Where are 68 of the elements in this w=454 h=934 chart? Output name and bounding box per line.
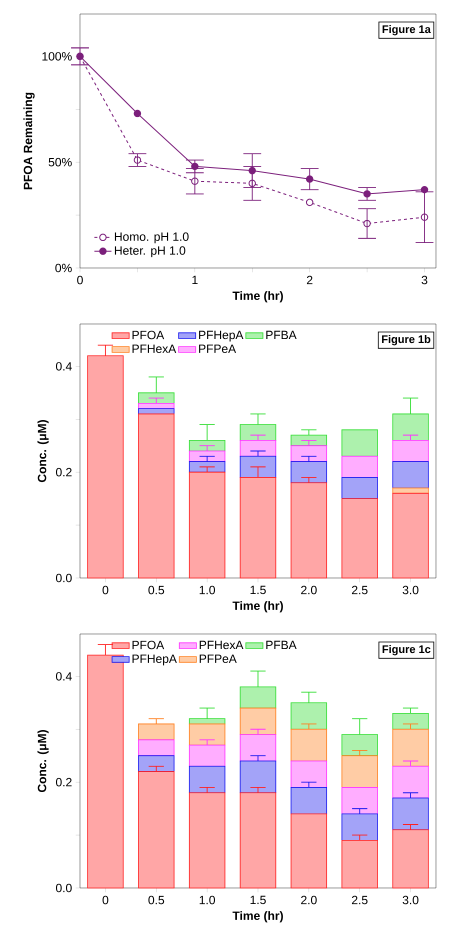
y-axis-title: PFOA Remaining bbox=[23, 92, 35, 190]
x-tick-label: 0.5 bbox=[148, 896, 164, 904]
x-tick-label: 2 bbox=[306, 276, 312, 284]
x-tick-label: 0 bbox=[102, 586, 108, 594]
x-tick-label: 1.0 bbox=[200, 896, 216, 904]
x-axis-title: Time (hr) bbox=[232, 911, 283, 922]
x-axis-title: Time (hr) bbox=[232, 601, 283, 612]
y-tick-label: 0.2 bbox=[56, 468, 72, 476]
legend-label: Heter. pH 1.0 bbox=[114, 246, 186, 258]
legend-label: PFOA bbox=[132, 330, 164, 340]
bar bbox=[290, 760, 328, 788]
annotation: Figure 1b bbox=[382, 335, 430, 346]
y-axis-title: Conc. (μM) bbox=[37, 420, 49, 482]
legend-label: PFHepA bbox=[199, 330, 244, 342]
bar bbox=[138, 755, 174, 772]
point bbox=[248, 180, 256, 188]
x-tick-label: 3.0 bbox=[402, 586, 418, 594]
legend-label: PFBA bbox=[266, 640, 297, 650]
x-tick-label: 0 bbox=[102, 896, 108, 904]
bar bbox=[342, 429, 378, 457]
bar bbox=[342, 456, 378, 478]
y-tick-label: 50% bbox=[48, 158, 72, 166]
x-tick-label: 3 bbox=[422, 276, 428, 284]
x-tick-label: 0 bbox=[77, 276, 83, 284]
bar bbox=[290, 814, 328, 888]
y-tick-label: 100% bbox=[42, 52, 72, 61]
legend-label: PFHexA bbox=[200, 640, 244, 650]
x-tick-label: 0.5 bbox=[148, 586, 164, 594]
legend-label: PFPeA bbox=[199, 344, 236, 353]
bar bbox=[240, 708, 276, 735]
legend-label: PFPeA bbox=[200, 654, 237, 663]
x-tick-label: 2.0 bbox=[301, 896, 317, 904]
point bbox=[134, 110, 142, 118]
legend-label: PFOA bbox=[132, 640, 164, 650]
bar bbox=[188, 724, 226, 746]
point bbox=[248, 166, 256, 174]
legend-label: PFHexA bbox=[132, 344, 176, 353]
bar bbox=[392, 492, 429, 578]
bar bbox=[392, 488, 429, 494]
y-tick-label: 0.0 bbox=[56, 884, 72, 892]
y-tick-label: 0.4 bbox=[56, 672, 72, 681]
legend-label: Homo. pH 1.0 bbox=[114, 232, 189, 244]
annotation: Figure 1c bbox=[382, 645, 430, 656]
bar bbox=[342, 787, 378, 814]
y-tick-label: 0.4 bbox=[56, 362, 72, 371]
bar bbox=[342, 498, 378, 578]
annotation: Figure 1a bbox=[382, 25, 431, 36]
bar bbox=[138, 739, 174, 756]
y-axis-title: Conc. (μM) bbox=[37, 730, 49, 792]
y-tick-label: 0.2 bbox=[56, 778, 72, 786]
x-tick-label: 1.5 bbox=[250, 586, 266, 594]
y-tick-label: 0% bbox=[55, 264, 72, 272]
x-tick-label: 1 bbox=[192, 276, 198, 284]
bar bbox=[392, 461, 429, 488]
bar bbox=[342, 477, 378, 500]
x-tick-label: 2.0 bbox=[301, 586, 317, 594]
bar bbox=[188, 766, 226, 794]
x-tick-label: 1.5 bbox=[250, 896, 266, 904]
x-tick-label: 2.5 bbox=[352, 586, 368, 594]
x-tick-label: 2.5 bbox=[352, 896, 368, 904]
x-tick-label: 1.0 bbox=[200, 586, 216, 594]
legend-label: PFHepA bbox=[132, 654, 177, 666]
y-tick-label: 0.0 bbox=[56, 574, 72, 582]
x-tick-label: 3.0 bbox=[402, 896, 418, 904]
x-axis-title: Time (hr) bbox=[232, 291, 283, 302]
legend-label: PFBA bbox=[266, 330, 297, 340]
bar bbox=[138, 414, 174, 578]
point bbox=[306, 198, 314, 206]
